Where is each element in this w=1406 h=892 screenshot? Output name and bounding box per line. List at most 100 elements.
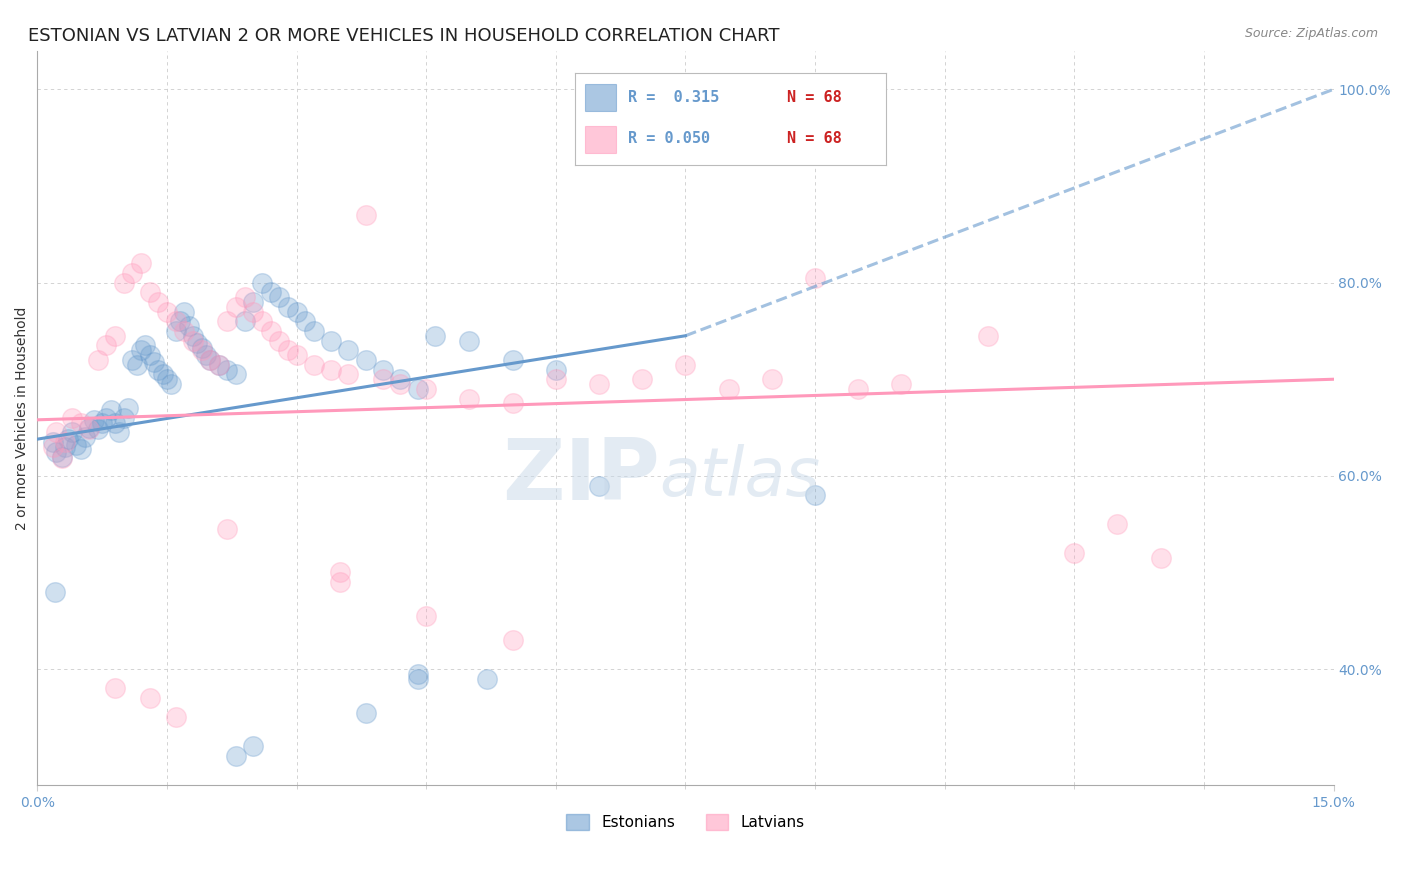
Point [423, 328, 446, 343]
Point [321, 334, 343, 348]
Point [544, 372, 567, 386]
Point [181, 334, 204, 348]
Text: ZIP: ZIP [502, 435, 659, 518]
Point [337, 368, 360, 382]
Point [165, 710, 187, 724]
Point [53, 440, 76, 454]
Y-axis label: 2 or more Vehicles in Household: 2 or more Vehicles in Household [15, 306, 30, 530]
Point [458, 392, 481, 406]
Text: ESTONIAN VS LATVIAN 2 OR MORE VEHICLES IN HOUSEHOLD CORRELATION CHART: ESTONIAN VS LATVIAN 2 OR MORE VEHICLES I… [28, 27, 779, 45]
Point [406, 667, 429, 681]
Point [761, 372, 783, 386]
Point [285, 304, 308, 318]
Point [208, 358, 231, 372]
Point [129, 256, 152, 270]
Point [112, 276, 135, 290]
Point [225, 368, 247, 382]
Point [69, 442, 91, 456]
Point [138, 348, 160, 362]
Point [148, 294, 170, 309]
Point [354, 352, 377, 367]
Point [846, 382, 869, 396]
Point [467, 850, 489, 864]
Point [143, 355, 166, 369]
Point [415, 382, 437, 396]
Point [259, 324, 281, 338]
Point [129, 343, 152, 358]
Point [233, 314, 256, 328]
Point [277, 343, 299, 358]
Point [121, 352, 143, 367]
Point [100, 403, 122, 417]
Point [190, 341, 212, 355]
Point [138, 691, 160, 706]
Point [1150, 551, 1173, 566]
Point [250, 314, 273, 328]
Point [406, 382, 429, 396]
Point [190, 343, 212, 358]
Point [977, 328, 1000, 343]
Point [294, 314, 316, 328]
Point [337, 343, 360, 358]
Point [1107, 517, 1129, 532]
Point [502, 352, 524, 367]
Point [371, 362, 394, 376]
Point [165, 314, 187, 328]
Point [138, 285, 160, 300]
Point [1063, 546, 1085, 560]
Point [51, 451, 73, 466]
Point [60, 425, 83, 440]
Point [208, 358, 231, 372]
Point [91, 416, 114, 430]
Point [77, 420, 100, 434]
Legend: Estonians, Latvians: Estonians, Latvians [560, 808, 811, 836]
Point [156, 304, 179, 318]
Point [44, 584, 66, 599]
Point [65, 438, 87, 452]
Point [45, 425, 67, 440]
Point [302, 324, 325, 338]
Point [588, 478, 610, 492]
Point [371, 372, 394, 386]
Point [321, 362, 343, 376]
Point [269, 334, 291, 348]
Point [104, 681, 127, 696]
Point [502, 633, 524, 648]
Point [87, 352, 110, 367]
Point [108, 425, 131, 440]
Point [269, 290, 291, 304]
Point [302, 358, 325, 372]
Point [181, 328, 204, 343]
Point [277, 300, 299, 314]
Point [250, 276, 273, 290]
Point [51, 450, 73, 464]
Point [259, 285, 281, 300]
Point [117, 401, 139, 416]
Point [42, 440, 65, 454]
Point [104, 416, 127, 430]
Point [121, 266, 143, 280]
Point [406, 672, 429, 686]
Point [156, 372, 179, 386]
Point [415, 889, 437, 892]
Point [112, 410, 135, 425]
Point [329, 575, 352, 590]
Point [165, 324, 187, 338]
Point [502, 396, 524, 410]
Point [77, 422, 100, 436]
Point [217, 522, 239, 536]
Point [173, 324, 195, 338]
Point [588, 377, 610, 392]
Point [804, 488, 827, 502]
Point [631, 372, 654, 386]
Point [58, 432, 80, 446]
Point [96, 410, 118, 425]
Point [242, 304, 264, 318]
Point [138, 880, 160, 892]
Point [42, 435, 65, 450]
Point [160, 377, 183, 392]
Point [125, 358, 148, 372]
Point [169, 314, 191, 328]
Point [242, 739, 264, 754]
Point [673, 358, 696, 372]
